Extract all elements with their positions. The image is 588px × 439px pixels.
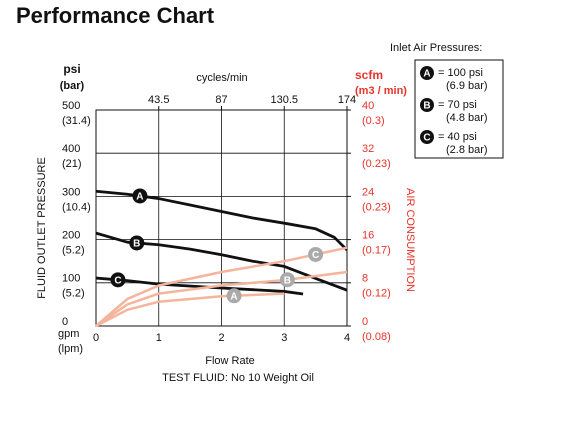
series-badge-label: A	[230, 291, 237, 302]
y2-tick-label: 16	[362, 230, 374, 242]
y-tick-sublabel: (10.4)	[62, 201, 91, 213]
x2-tick-label: 174	[338, 94, 356, 106]
y-tick-label: 0	[62, 316, 68, 328]
y2-label-unit: (m3 / min)	[355, 85, 407, 97]
y2-tick-sublabel: (0.08)	[362, 331, 391, 343]
series-badge	[129, 235, 145, 251]
series-badge-label: B	[284, 275, 291, 286]
series-badge-label: C	[114, 276, 121, 287]
y-tick-sublabel: (5.2)	[62, 288, 85, 300]
series-badge-label: B	[133, 239, 140, 250]
y2-tick-sublabel: (0.23)	[362, 201, 391, 213]
series-badge	[308, 246, 324, 262]
y-title: FLUID OUTLET PRESSURE	[36, 157, 48, 299]
y2-tick-sublabel: (0.3)	[362, 115, 385, 127]
legend-key: C	[423, 133, 430, 144]
series-badge-label: A	[136, 192, 143, 203]
legend-badge	[420, 98, 434, 112]
y2-tick-label: 32	[362, 143, 374, 155]
y-tick-label: 500	[62, 100, 80, 112]
legend-sublabel: (4.8 bar)	[446, 112, 488, 124]
y-tick-label: 400	[62, 143, 80, 155]
y2-label: scfm	[355, 68, 383, 82]
chart-title: Performance Chart	[16, 3, 215, 28]
x-tick-label: 0	[93, 332, 99, 344]
y2-tick-label: 40	[362, 100, 374, 112]
legend-label: = 100 psi	[438, 67, 483, 79]
x-label-unit: (lpm)	[58, 343, 83, 355]
y-tick-sublabel: (21)	[62, 158, 82, 170]
y-tick-label: 200	[62, 230, 80, 242]
y-tick-label: 300	[62, 186, 80, 198]
y-label-unit: (bar)	[60, 80, 85, 92]
x2-label: cycles/min	[196, 72, 247, 84]
y2-tick-label: 0	[362, 316, 368, 328]
y2-title: AIR CONSUMPTION	[404, 188, 416, 292]
y-tick-sublabel: (31.4)	[62, 115, 91, 127]
y2-tick-label: 24	[362, 186, 374, 198]
legend-title: Inlet Air Pressures:	[390, 42, 482, 54]
series-badge	[226, 288, 242, 304]
x-tick-label: 3	[281, 332, 287, 344]
y-label: psi	[63, 62, 80, 76]
legend-key: B	[423, 101, 430, 112]
x-title: Flow Rate	[205, 355, 255, 367]
series-badge	[132, 188, 148, 204]
x-tick-label: 4	[344, 332, 350, 344]
y2-tick-sublabel: (0.23)	[362, 158, 391, 170]
x-tick-label: 1	[156, 332, 162, 344]
x-label: gpm	[58, 328, 79, 340]
legend-sublabel: (6.9 bar)	[446, 80, 488, 92]
legend-label: = 70 psi	[438, 99, 477, 111]
y2-tick-sublabel: (0.12)	[362, 288, 391, 300]
x-tick-label: 2	[218, 332, 224, 344]
x2-tick-label: 87	[215, 94, 227, 106]
legend-sublabel: (2.8 bar)	[446, 144, 488, 156]
legend-key: A	[423, 69, 430, 80]
legend-badge	[420, 66, 434, 80]
x2-tick-label: 43.5	[148, 94, 169, 106]
legend-badge	[420, 130, 434, 144]
y2-tick-sublabel: (0.17)	[362, 245, 391, 257]
series-badge	[279, 272, 295, 288]
legend-label: = 40 psi	[438, 131, 477, 143]
note: TEST FLUID: No 10 Weight Oil	[162, 372, 314, 384]
y-tick-sublabel: (5.2)	[62, 245, 85, 257]
series-badge	[110, 272, 126, 288]
x2-tick-label: 130.5	[270, 94, 298, 106]
y-tick-label: 100	[62, 273, 80, 285]
series-badge-label: C	[312, 250, 319, 261]
y2-tick-label: 8	[362, 273, 368, 285]
series-line	[95, 292, 285, 328]
series-line	[95, 246, 348, 327]
